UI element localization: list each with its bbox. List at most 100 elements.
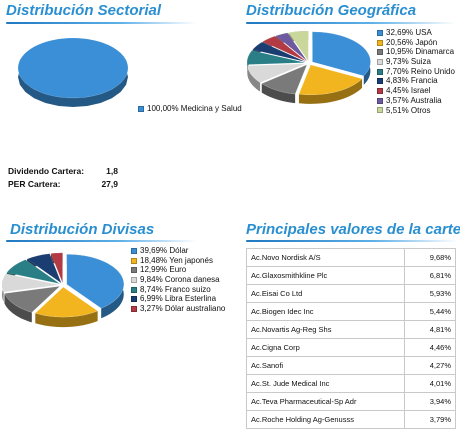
geografica-legend-swatch	[377, 97, 383, 104]
geografica-legend-label: 7,70% Reino Unido	[386, 66, 455, 76]
geografica-slice-3	[247, 63, 306, 83]
divisas-legend-item: 3,27% Dólar australiano	[131, 304, 225, 314]
divisas-legend-label: 6,99% Libra Esterlina	[140, 294, 217, 304]
divisas-legend-swatch	[131, 296, 137, 303]
table-row: Ac.Novartis Ag-Reg Shs 4,81%	[246, 320, 456, 339]
table-row: Ac.Roche Holding Ag-Genusss 3,79%	[246, 410, 456, 429]
divisas-legend-item: 39,69% Dólar	[131, 246, 225, 256]
geografica-legend-item: 5,51% Otros	[377, 106, 455, 116]
table-row: Ac.Biogen Idec Inc 5,44%	[246, 302, 456, 321]
divisas-slice-1	[34, 286, 99, 318]
table-row: Ac.St. Jude Medical Inc 4,01%	[246, 374, 456, 393]
divisas-legend-swatch	[131, 267, 137, 274]
divisas-legend-label: 39,69% Dólar	[140, 246, 189, 255]
divisas-legend-item: 8,74% Franco suizo	[131, 285, 225, 295]
divisas-legend-label: 12,99% Euro	[140, 265, 187, 275]
holding-weight: 3,94%	[404, 392, 456, 411]
holding-weight: 4,27%	[404, 356, 456, 375]
geografica-slice-side	[247, 65, 261, 92]
geografica-legend-swatch	[377, 29, 383, 36]
geografica-slice-5	[252, 41, 306, 63]
divisas-slice-0	[66, 254, 124, 309]
table-row: Ac.Cigna Corp 4,46%	[246, 338, 456, 357]
geografica-legend-label: 4,45% Israel	[386, 86, 431, 96]
divisas-slice-6	[50, 252, 63, 283]
divisas-legend-swatch	[131, 286, 137, 293]
dividendo-label: Dividendo Cartera:	[8, 166, 85, 176]
dividendo-value: 1,8	[106, 166, 118, 176]
geografica-legend: 32,69% USA 20,56% Japón 10,95% Dinamarca 9,…	[377, 28, 455, 115]
table-row: Ac.Teva Pharmaceutical-Sp Adr 3,94%	[246, 392, 456, 411]
divisas-legend-item: 6,99% Libra Esterlina	[131, 294, 225, 304]
divisas-slice-5	[26, 253, 62, 284]
holding-weight: 5,44%	[404, 302, 456, 321]
holding-weight: 6,81%	[404, 266, 456, 285]
holding-weight: 5,93%	[404, 284, 456, 303]
geografica-legend-item: 10,95% Dinamarca	[377, 47, 455, 57]
geografica-legend-item: 9,73% Suiza	[377, 57, 455, 67]
geografica-legend-label: 4,83% Francia	[386, 76, 438, 86]
divisas-legend-label: 9,84% Corona danesa	[140, 275, 220, 285]
divisas-slice-side	[35, 311, 98, 328]
geografica-slice-side	[261, 83, 296, 104]
holding-name: Ac.Teva Pharmaceutical-Sp Adr	[246, 392, 405, 411]
geografica-legend-label: 32,69% USA	[386, 28, 432, 37]
sectorial-title-underline	[6, 22, 196, 24]
sectorial-title: Distribución Sectorial	[6, 2, 162, 19]
divisas-legend-swatch	[131, 247, 137, 254]
sectorial-legend: 100,00% Medicina y Salud	[138, 104, 242, 114]
divisas-legend: 39,69% Dólar 18,48% Yen japonés 12,99% Eur…	[131, 246, 225, 314]
holding-weight: 4,01%	[404, 374, 456, 393]
principales-title: Principales valores de la cartera	[246, 221, 460, 238]
holding-name: Ac.Cigna Corp	[246, 338, 405, 357]
sectorial-slice-0	[17, 37, 129, 99]
divisas-slice-3	[1, 273, 60, 293]
geografica-legend-swatch	[377, 87, 383, 94]
holding-name: Ac.Sanofi	[246, 356, 405, 375]
geografica-legend-swatch	[377, 107, 383, 114]
divisas-legend-swatch	[131, 257, 137, 264]
geografica-legend-item: 3,57% Australia	[377, 96, 455, 106]
holding-weight: 9,68%	[404, 248, 456, 267]
geografica-slice-side	[298, 78, 363, 104]
divisas-legend-item: 9,84% Corona danesa	[131, 275, 225, 285]
holding-name: Ac.St. Jude Medical Inc	[246, 374, 405, 393]
geografica-legend-label: 9,73% Suiza	[386, 57, 431, 67]
geografica-legend-swatch	[377, 68, 383, 75]
holding-weight: 4,81%	[404, 320, 456, 339]
geografica-legend-item: 7,70% Reino Unido	[377, 67, 455, 77]
geografica-slice-6	[262, 35, 307, 62]
divisas-slice-side	[4, 293, 32, 323]
geografica-title-underline	[246, 22, 456, 24]
divisas-legend-item: 18,48% Yen japonés	[131, 256, 225, 266]
geografica-slice-7	[275, 32, 308, 62]
geografica-legend-item: 4,83% Francia	[377, 76, 455, 86]
holding-name: Ac.Eisai Co Ltd	[246, 284, 405, 303]
geografica-legend-label: 10,95% Dinamarca	[386, 47, 455, 57]
sectorial-legend-swatch	[138, 105, 144, 112]
geografica-slice-8	[288, 30, 309, 62]
table-row: Ac.Eisai Co Ltd 5,93%	[246, 284, 456, 303]
holding-name: Ac.Novartis Ag-Reg Shs	[246, 320, 405, 339]
holding-name: Ac.Roche Holding Ag-Genusss	[246, 410, 405, 429]
dividendo-row: Dividendo Cartera: 1,8	[8, 166, 118, 179]
geografica-slice-0	[312, 31, 371, 77]
geografica-legend-label: 20,56% Japón	[386, 37, 438, 47]
geografica-legend-swatch	[377, 58, 383, 65]
table-row: Ac.Glaxosmithkline Plc 6,81%	[246, 266, 456, 285]
sectorial-legend-item: 100,00% Medicina y Salud	[138, 104, 242, 114]
geografica-slice-2	[261, 64, 308, 95]
geografica-slice-4	[246, 50, 306, 65]
divisas-title: Distribución Divisas	[10, 221, 155, 238]
divisas-legend-item: 12,99% Euro	[131, 265, 225, 275]
geografica-legend-item: 32,69% USA	[377, 28, 455, 38]
sectorial-legend-label: 100,00% Medicina y Salud	[147, 104, 242, 113]
holdings-table: Ac.Novo Nordisk A/S 9,68% Ac.Glaxosmithkli…	[246, 248, 456, 429]
geografica-pie	[246, 30, 371, 104]
divisas-title-underline	[6, 240, 196, 242]
geografica-legend-item: 20,56% Japón	[377, 38, 455, 48]
geografica-title: Distribución Geográfica	[246, 2, 417, 19]
geografica-legend-swatch	[377, 39, 383, 46]
divisas-legend-label: 8,74% Franco suizo	[140, 284, 211, 294]
sectorial-pie	[17, 37, 129, 107]
